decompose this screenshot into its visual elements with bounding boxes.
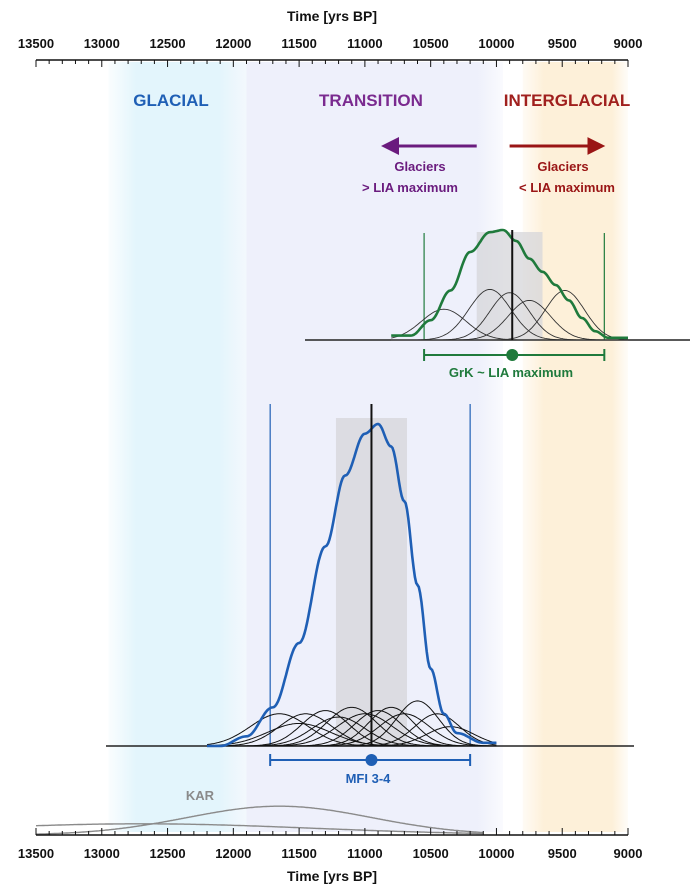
component-distribution [36, 805, 484, 835]
component-distribution [207, 726, 497, 747]
tick-label: 11500 [281, 36, 316, 51]
tick-label: 10500 [413, 846, 449, 861]
arrow-older-label-1: Glaciers [394, 159, 445, 174]
tick-label: 12500 [149, 846, 185, 861]
period-label-transition: TRANSITION [319, 91, 423, 110]
tick-label: 12000 [215, 846, 251, 861]
tick-label: 13500 [18, 36, 54, 51]
tick-label: 10000 [478, 36, 514, 51]
period-label-interglacial: INTERGLACIAL [504, 91, 631, 110]
arrow-younger-label-2: < LIA maximum [519, 180, 615, 195]
mean-marker [506, 349, 519, 361]
x-axis-title-top: Time [yrs BP] [287, 8, 377, 24]
x-axis-top: 13500 13000 12500 12000 11500 11000 10500 10000… [18, 36, 643, 67]
period-band-interglacial [522, 62, 628, 832]
tick-label: 13500 [18, 846, 54, 861]
summed-probability-curve [207, 422, 497, 748]
tick-label: 12000 [215, 36, 251, 51]
component-distribution [391, 290, 629, 341]
period-label-glacial: GLACIAL [133, 91, 209, 110]
period-band-glacial [108, 62, 247, 832]
tick-label: 11000 [347, 36, 382, 51]
arrow-older-label-2: > LIA maximum [362, 180, 458, 195]
tick-label: 9500 [548, 846, 577, 861]
x-axis-bottom: 13500 13000 12500 12000 11500 11000 10500 10000… [18, 828, 643, 861]
group-label-mfi: MFI 3-4 [346, 771, 392, 786]
tick-label: 13000 [84, 846, 120, 861]
tick-label: 9000 [614, 36, 643, 51]
summed-probability-curve [391, 228, 628, 340]
tick-label: 13000 [84, 36, 120, 51]
tick-label: 12500 [149, 36, 185, 51]
mfi-density-plot [106, 404, 634, 766]
tick-label: 9500 [548, 36, 577, 51]
group-label-grk: GrK ~ LIA maximum [449, 365, 573, 380]
x-axis-title-bottom: Time [yrs BP] [287, 868, 377, 884]
tick-label: 11000 [347, 846, 382, 861]
component-distribution [36, 823, 484, 835]
tick-label: 10500 [413, 36, 449, 51]
tick-label: 11500 [281, 846, 316, 861]
component-distribution [206, 723, 497, 747]
uncertainty-shade [476, 232, 543, 340]
mean-marker [365, 754, 378, 766]
kar-density-plot [36, 805, 484, 835]
arrow-younger-label-1: Glaciers [537, 159, 588, 174]
group-label-kar: KAR [186, 788, 215, 803]
tick-label: 9000 [614, 846, 643, 861]
tick-label: 10000 [478, 846, 514, 861]
grk-density-plot [305, 228, 690, 361]
